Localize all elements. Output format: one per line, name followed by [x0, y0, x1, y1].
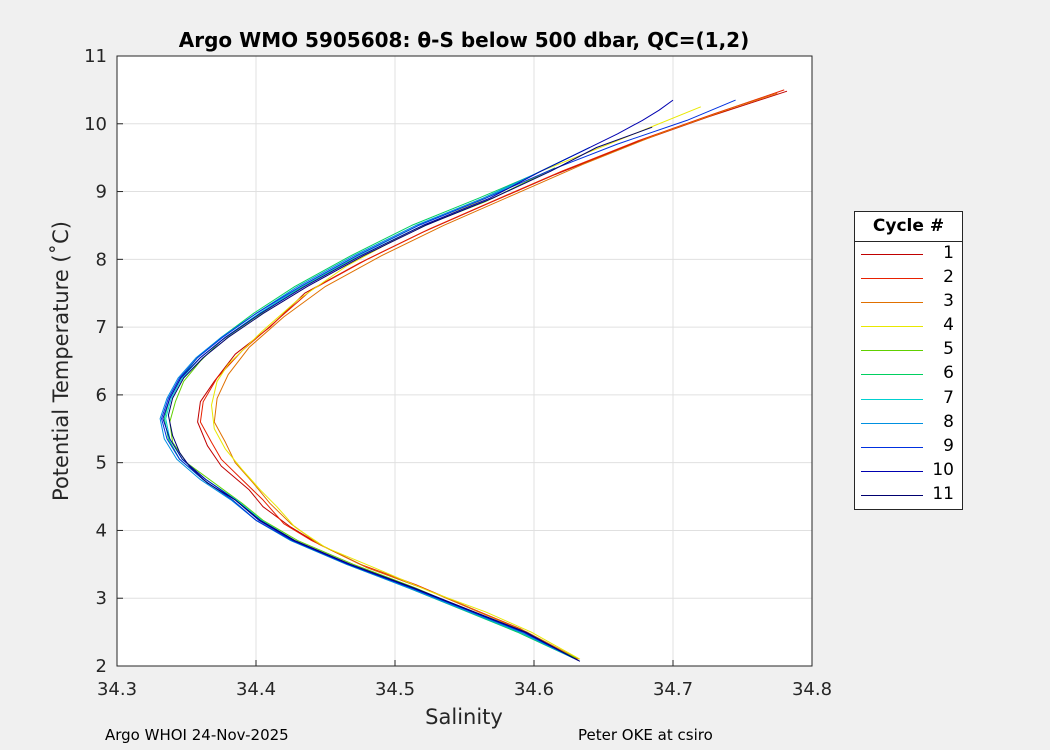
legend-label: 8 [943, 411, 954, 432]
y-tick-label: 6 [96, 385, 107, 406]
series-cycle-8 [159, 147, 590, 660]
legend: Cycle # 1 2 3 4 5 6 7 8 9 10 11 [854, 211, 963, 510]
legend-entry: 7 [855, 387, 962, 411]
legend-swatch [861, 350, 923, 352]
legend-label: 6 [943, 363, 954, 384]
legend-label: 7 [943, 387, 954, 408]
series-cycle-10 [162, 99, 674, 662]
plot-frame [116, 55, 813, 667]
legend-entry: 4 [855, 314, 962, 338]
x-tick-label: 34.6 [514, 679, 554, 700]
grid-lines [117, 56, 812, 666]
y-tick-label: 10 [84, 114, 107, 135]
y-tick-labels: 2 3 4 5 6 7 8 9 10 11 [84, 46, 123, 677]
legend-label: 5 [943, 339, 954, 360]
series-layer [159, 89, 788, 662]
x-tick-labels: 34.3 34.4 34.5 34.6 34.7 34.8 [97, 660, 832, 700]
y-tick-label: 11 [84, 46, 107, 67]
series-cycle-11 [167, 126, 653, 662]
y-tick-label: 4 [96, 520, 107, 541]
legend-label: 2 [943, 267, 954, 288]
legend-label: 11 [932, 483, 954, 504]
legend-title: Cycle # [855, 212, 962, 242]
legend-entry: 9 [855, 435, 962, 459]
legend-swatch [861, 446, 923, 448]
legend-label: 9 [943, 435, 954, 456]
legend-entry: 5 [855, 338, 962, 362]
x-tick-label: 34.3 [97, 679, 137, 700]
legend-label: 3 [943, 291, 954, 312]
y-tick-label: 8 [96, 249, 107, 270]
x-tick-label: 34.8 [792, 679, 832, 700]
legend-entry: 8 [855, 411, 962, 435]
y-tick-label: 3 [96, 588, 107, 609]
legend-label: 10 [932, 459, 954, 480]
y-axis-label: Potential Temperature (˚C) [49, 221, 73, 501]
y-tick-label: 9 [96, 182, 107, 203]
x-tick-label: 34.7 [653, 679, 693, 700]
legend-swatch [861, 254, 923, 255]
footer-author: Peter OKE at csiro [578, 726, 713, 744]
y-tick-label: 7 [96, 317, 107, 338]
series-cycle-2 [199, 89, 785, 660]
legend-entries: 1 2 3 4 5 6 7 8 9 10 11 [855, 242, 962, 507]
x-tick-label: 34.5 [375, 679, 415, 700]
legend-entry: 6 [855, 362, 962, 386]
x-tick-label: 34.4 [236, 679, 276, 700]
y-tick-label: 2 [96, 656, 107, 677]
legend-swatch [861, 398, 923, 400]
chart-title: Argo WMO 5905608: θ-S below 500 dbar, QC… [179, 28, 749, 52]
legend-swatch [861, 494, 923, 496]
legend-entry: 3 [855, 290, 962, 314]
legend-entry: 1 [855, 242, 962, 266]
legend-swatch [861, 374, 923, 376]
legend-label: 4 [943, 315, 954, 336]
legend-swatch [861, 470, 923, 472]
legend-label: 1 [943, 243, 954, 263]
legend-swatch [861, 422, 923, 424]
series-cycle-9 [161, 99, 736, 662]
legend-entry: 2 [855, 266, 962, 290]
series-cycle-3 [213, 92, 778, 660]
legend-entry: 10 [855, 459, 962, 483]
legend-swatch [861, 302, 923, 304]
plot-area [117, 56, 812, 666]
x-axis-label: Salinity [425, 705, 503, 729]
legend-swatch [861, 326, 923, 328]
footer-source: Argo WHOI 24-Nov-2025 [105, 726, 289, 744]
legend-swatch [861, 278, 923, 280]
legend-entry: 11 [855, 483, 962, 507]
y-tick-label: 5 [96, 453, 107, 474]
